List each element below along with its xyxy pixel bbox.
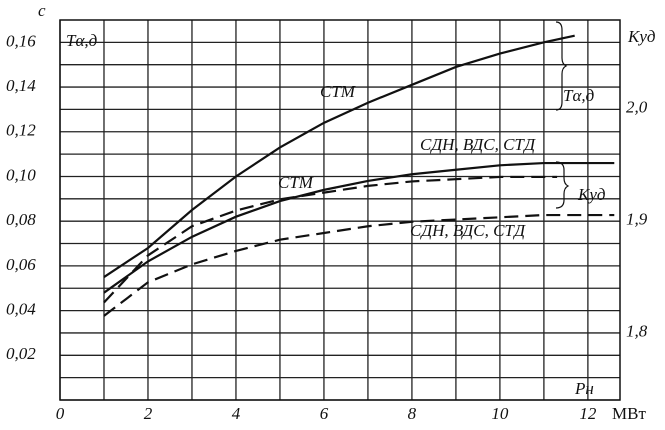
annotation: Tα,д [563, 86, 595, 105]
y-tick-label: 0,14 [6, 76, 36, 95]
y-tick-label: 0,12 [6, 121, 36, 140]
y-tick-label: 0,16 [6, 31, 36, 50]
annotation: Tα,д [66, 31, 98, 50]
y-axis-label: с [38, 1, 46, 20]
x-tick-label: 8 [408, 404, 417, 423]
y-tick-label: 0,02 [6, 344, 36, 363]
brace [555, 161, 570, 209]
y2-tick-label: 1,9 [626, 210, 648, 229]
y-tick-label: 0,06 [6, 255, 36, 274]
x-axis-label: Pн [574, 379, 594, 398]
x-tick-label: 2 [144, 404, 153, 423]
series-label: СТМ [320, 82, 356, 101]
y-tick-label: 0,10 [6, 165, 36, 184]
y2-tick-label: 1,8 [626, 322, 648, 341]
series-line [103, 175, 558, 304]
x-tick-label: 4 [232, 404, 241, 423]
series-line [103, 213, 615, 317]
annotation: Kуд [577, 185, 606, 204]
x-tick-label: 10 [491, 404, 509, 423]
series-line [103, 161, 615, 294]
series-label: СДН, ВДС, СТД [410, 221, 526, 240]
y-tick-label: 0,08 [6, 210, 36, 229]
brace [555, 21, 568, 111]
y-tick-label: 0,04 [6, 299, 36, 318]
series-label: СТМ [278, 173, 314, 192]
series-line [103, 34, 575, 278]
x-tick-label: 6 [320, 404, 329, 423]
x-tick-label: 12 [579, 404, 597, 423]
plot-frame [59, 19, 621, 401]
x-tick-label: 0 [56, 404, 65, 423]
series-label: СДН, ВДС, СТД [420, 135, 536, 154]
y2-tick-label: 2,0 [626, 97, 648, 116]
y2-axis-label: Kуд [627, 27, 656, 46]
x-unit: МВт [612, 404, 646, 423]
